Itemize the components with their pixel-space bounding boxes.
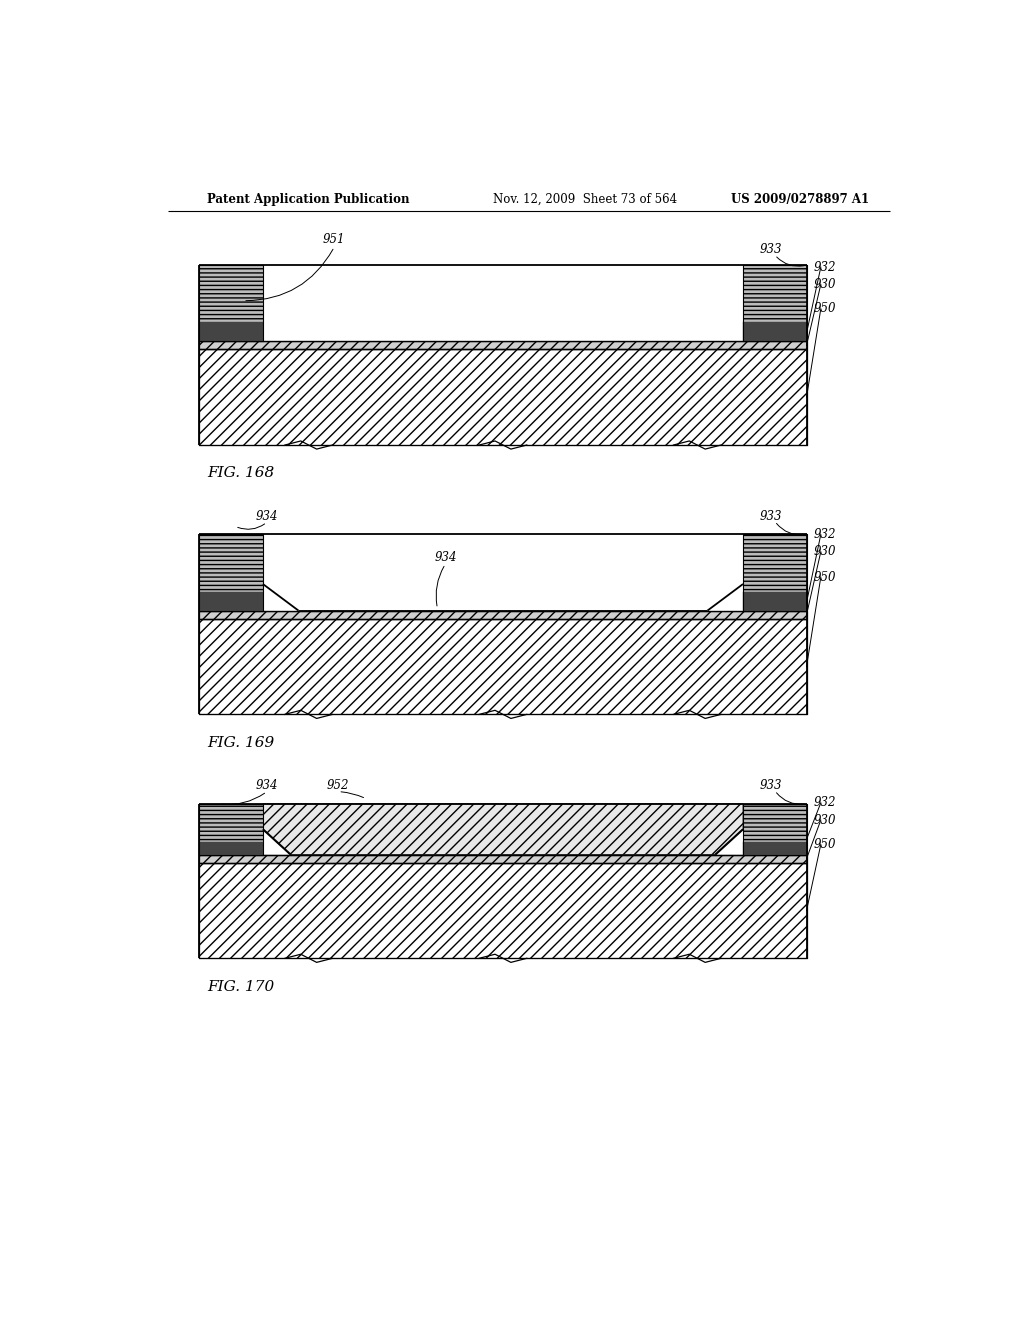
Bar	[200, 322, 263, 342]
Text: 934: 934	[434, 552, 457, 565]
Text: 933: 933	[760, 779, 782, 792]
Bar	[200, 591, 263, 611]
Text: 933: 933	[760, 510, 782, 523]
Bar	[200, 350, 807, 445]
Bar	[743, 804, 807, 854]
Bar	[743, 535, 807, 611]
Text: 930: 930	[813, 813, 836, 826]
Bar	[200, 842, 263, 854]
Text: 934: 934	[256, 779, 279, 792]
Bar	[743, 591, 807, 611]
Text: 934: 934	[256, 510, 279, 523]
Bar	[200, 804, 263, 854]
Text: 950: 950	[813, 838, 836, 851]
Text: 930: 930	[813, 545, 836, 558]
Text: 932: 932	[813, 796, 836, 809]
Text: US 2009/0278897 A1: US 2009/0278897 A1	[731, 193, 869, 206]
Text: 930: 930	[813, 279, 836, 290]
Text: Patent Application Publication: Patent Application Publication	[207, 193, 410, 206]
Text: 932: 932	[813, 528, 836, 541]
Text: 933: 933	[760, 243, 782, 256]
Text: FIG. 169: FIG. 169	[207, 735, 274, 750]
Text: FIG. 168: FIG. 168	[207, 466, 274, 480]
Text: 952: 952	[327, 779, 349, 792]
Bar	[200, 854, 807, 863]
Text: Nov. 12, 2009  Sheet 73 of 564: Nov. 12, 2009 Sheet 73 of 564	[494, 193, 677, 206]
Bar	[200, 611, 807, 619]
Bar	[200, 619, 807, 714]
Text: 950: 950	[813, 302, 836, 315]
Text: 932: 932	[813, 260, 836, 273]
Polygon shape	[263, 804, 743, 854]
Bar	[200, 535, 263, 611]
Text: 950: 950	[813, 570, 836, 583]
Bar	[743, 265, 807, 342]
Bar	[200, 265, 263, 342]
Bar	[263, 535, 743, 611]
Bar	[200, 342, 807, 350]
Text: 951: 951	[324, 234, 345, 247]
Bar	[743, 322, 807, 342]
Bar	[743, 842, 807, 854]
Bar	[263, 265, 743, 342]
Bar	[200, 863, 807, 958]
Text: FIG. 170: FIG. 170	[207, 979, 274, 994]
